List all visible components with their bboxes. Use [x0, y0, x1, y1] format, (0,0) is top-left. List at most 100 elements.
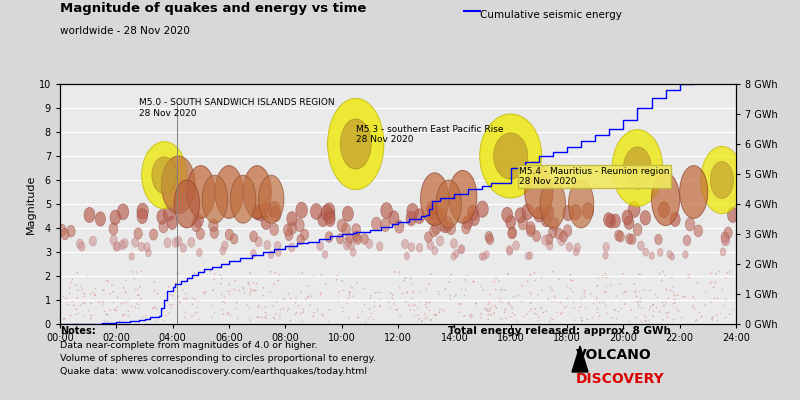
Ellipse shape: [440, 220, 450, 233]
Point: [553, 276, 566, 282]
Ellipse shape: [566, 242, 573, 251]
Ellipse shape: [289, 243, 295, 252]
Ellipse shape: [371, 217, 381, 230]
Point: [102, 278, 114, 285]
Point: [151, 290, 164, 297]
Point: [338, 308, 350, 315]
Ellipse shape: [402, 239, 409, 249]
Point: [315, 272, 328, 278]
Ellipse shape: [134, 228, 142, 239]
Point: [299, 296, 312, 302]
Point: [416, 318, 429, 324]
Ellipse shape: [110, 235, 118, 245]
Ellipse shape: [407, 203, 418, 219]
Point: [215, 276, 228, 282]
Point: [243, 281, 256, 288]
Ellipse shape: [296, 202, 307, 218]
Point: [70, 295, 83, 301]
Ellipse shape: [196, 228, 205, 240]
Point: [84, 291, 97, 298]
Text: Cumulative seismic energy: Cumulative seismic energy: [480, 10, 622, 20]
Point: [706, 314, 719, 320]
Point: [578, 290, 590, 297]
Ellipse shape: [654, 234, 662, 244]
Point: [333, 289, 346, 295]
Point: [655, 277, 668, 284]
Ellipse shape: [624, 216, 634, 230]
Point: [574, 304, 587, 310]
Ellipse shape: [436, 208, 447, 223]
Point: [600, 275, 613, 281]
Point: [618, 289, 631, 295]
Point: [259, 315, 272, 321]
Point: [597, 300, 610, 306]
Ellipse shape: [610, 214, 620, 228]
Ellipse shape: [255, 206, 266, 221]
Point: [67, 302, 80, 309]
Ellipse shape: [469, 211, 479, 226]
Ellipse shape: [540, 180, 566, 228]
Point: [500, 315, 513, 322]
Point: [314, 291, 326, 298]
Ellipse shape: [167, 216, 177, 230]
Ellipse shape: [406, 211, 416, 226]
Ellipse shape: [694, 225, 702, 237]
Ellipse shape: [527, 252, 533, 259]
Ellipse shape: [268, 251, 274, 258]
Ellipse shape: [230, 175, 256, 223]
Point: [218, 298, 230, 304]
Point: [711, 295, 724, 302]
Point: [542, 296, 554, 302]
Point: [606, 298, 619, 304]
Point: [682, 274, 695, 281]
Ellipse shape: [508, 228, 516, 239]
Ellipse shape: [425, 232, 432, 242]
Ellipse shape: [542, 205, 554, 220]
Point: [296, 270, 309, 276]
Ellipse shape: [603, 213, 614, 227]
Ellipse shape: [518, 216, 528, 230]
Point: [79, 297, 92, 303]
Ellipse shape: [649, 252, 654, 259]
Ellipse shape: [451, 253, 456, 260]
Ellipse shape: [682, 251, 688, 258]
Point: [629, 289, 642, 295]
Point: [696, 273, 709, 279]
Point: [163, 310, 176, 316]
Point: [466, 313, 478, 319]
Point: [257, 284, 270, 291]
Point: [524, 272, 537, 278]
Point: [70, 306, 83, 312]
Point: [110, 304, 123, 311]
Point: [633, 271, 646, 278]
Point: [628, 281, 641, 287]
Point: [581, 316, 594, 323]
Point: [178, 296, 190, 302]
Ellipse shape: [449, 170, 477, 223]
Point: [478, 306, 491, 312]
Ellipse shape: [317, 242, 323, 250]
Point: [117, 300, 130, 306]
Ellipse shape: [394, 220, 404, 233]
Point: [640, 314, 653, 321]
Point: [723, 269, 736, 275]
Point: [668, 300, 681, 306]
Ellipse shape: [297, 234, 304, 245]
Ellipse shape: [260, 202, 271, 218]
Point: [106, 288, 119, 295]
Point: [148, 279, 161, 285]
Ellipse shape: [114, 242, 121, 251]
Text: Data near-complete from magnitudes of 4.0 or higher.: Data near-complete from magnitudes of 4.…: [60, 341, 318, 350]
Ellipse shape: [76, 239, 83, 248]
Point: [253, 314, 266, 320]
Point: [77, 300, 90, 306]
Ellipse shape: [188, 238, 195, 247]
Ellipse shape: [701, 146, 743, 214]
Ellipse shape: [683, 236, 690, 246]
Point: [442, 279, 455, 285]
Point: [302, 283, 315, 289]
Point: [454, 301, 467, 307]
Ellipse shape: [582, 203, 594, 219]
Point: [672, 308, 685, 314]
Point: [704, 270, 717, 277]
